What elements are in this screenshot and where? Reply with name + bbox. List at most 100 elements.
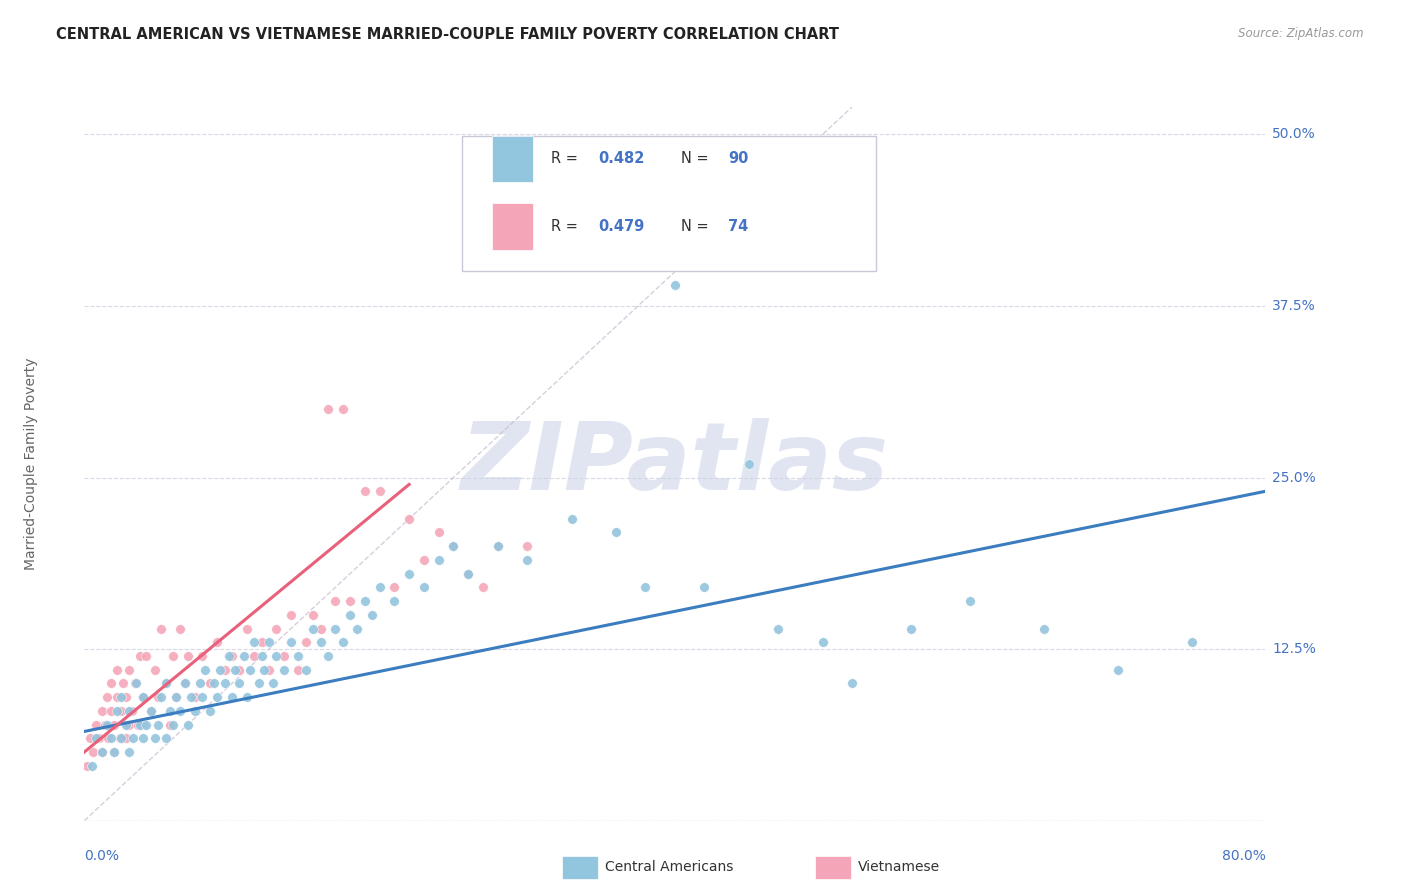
- Point: [316, 648, 339, 663]
- Point: [228, 663, 250, 677]
- Point: [76, 758, 98, 772]
- Point: [382, 580, 406, 594]
- Point: [105, 690, 128, 705]
- Point: [262, 676, 284, 690]
- Point: [110, 731, 132, 746]
- Point: [441, 539, 464, 553]
- Point: [323, 594, 347, 608]
- Point: [427, 553, 450, 567]
- Point: [105, 704, 128, 718]
- Point: [472, 580, 495, 594]
- Point: [235, 690, 259, 705]
- Point: [132, 717, 155, 731]
- Point: [118, 745, 141, 759]
- Point: [87, 731, 111, 746]
- Point: [560, 512, 583, 526]
- Point: [486, 539, 509, 553]
- Point: [180, 690, 202, 705]
- Point: [132, 690, 155, 705]
- Point: [332, 401, 354, 416]
- Point: [135, 648, 157, 663]
- Point: [959, 594, 981, 608]
- Text: R =: R =: [551, 152, 582, 166]
- Point: [295, 663, 318, 677]
- Point: [132, 731, 155, 746]
- Point: [1032, 622, 1054, 636]
- Point: [143, 663, 166, 677]
- Point: [900, 622, 922, 636]
- Point: [218, 648, 240, 663]
- Point: [257, 663, 280, 677]
- Point: [91, 704, 114, 718]
- Point: [129, 648, 152, 663]
- Text: 80.0%: 80.0%: [1222, 849, 1265, 863]
- Text: 37.5%: 37.5%: [1272, 299, 1316, 313]
- Point: [139, 704, 162, 718]
- Point: [309, 622, 332, 636]
- Point: [287, 648, 309, 663]
- Point: [214, 676, 236, 690]
- Point: [118, 717, 141, 731]
- Point: [111, 676, 134, 690]
- Text: 12.5%: 12.5%: [1272, 642, 1316, 657]
- Text: 90: 90: [728, 152, 748, 166]
- Point: [250, 648, 273, 663]
- Point: [132, 690, 155, 705]
- Text: Central Americans: Central Americans: [605, 860, 733, 874]
- Point: [235, 622, 259, 636]
- Point: [103, 745, 125, 759]
- Text: 50.0%: 50.0%: [1272, 128, 1316, 142]
- Point: [634, 580, 657, 594]
- Point: [82, 745, 104, 759]
- Point: [155, 731, 177, 746]
- Point: [339, 607, 361, 622]
- Point: [441, 539, 464, 553]
- Point: [91, 745, 114, 759]
- Point: [221, 648, 243, 663]
- Point: [165, 690, 187, 705]
- Point: [155, 676, 177, 690]
- Point: [94, 717, 117, 731]
- Point: [841, 676, 863, 690]
- Point: [302, 607, 325, 622]
- Point: [96, 717, 118, 731]
- Text: Married-Couple Family Poverty: Married-Couple Family Poverty: [24, 358, 38, 570]
- Point: [1107, 663, 1129, 677]
- Point: [323, 622, 347, 636]
- Point: [209, 663, 232, 677]
- Point: [114, 717, 136, 731]
- Point: [188, 676, 211, 690]
- Text: Source: ZipAtlas.com: Source: ZipAtlas.com: [1239, 27, 1364, 40]
- Point: [139, 704, 162, 718]
- Text: ZIPatlas: ZIPatlas: [461, 417, 889, 510]
- Point: [205, 690, 228, 705]
- Text: 0.0%: 0.0%: [84, 849, 120, 863]
- Point: [110, 704, 132, 718]
- Point: [309, 635, 332, 649]
- Point: [811, 635, 834, 649]
- Point: [100, 676, 122, 690]
- Point: [354, 484, 377, 499]
- Point: [368, 484, 391, 499]
- Point: [135, 717, 157, 731]
- Point: [257, 635, 280, 649]
- Point: [184, 704, 207, 718]
- Text: 0.482: 0.482: [598, 152, 644, 166]
- Point: [346, 622, 368, 636]
- Text: R =: R =: [551, 219, 582, 234]
- Text: 0.479: 0.479: [598, 219, 644, 234]
- Point: [173, 676, 195, 690]
- Point: [239, 663, 262, 677]
- Text: N =: N =: [681, 219, 713, 234]
- Point: [302, 622, 325, 636]
- Point: [486, 539, 509, 553]
- Point: [103, 745, 125, 759]
- FancyBboxPatch shape: [492, 136, 533, 182]
- Point: [295, 635, 318, 649]
- Point: [316, 401, 339, 416]
- Text: 25.0%: 25.0%: [1272, 471, 1316, 484]
- Point: [118, 704, 141, 718]
- Point: [125, 676, 148, 690]
- Point: [114, 690, 136, 705]
- Point: [177, 717, 200, 731]
